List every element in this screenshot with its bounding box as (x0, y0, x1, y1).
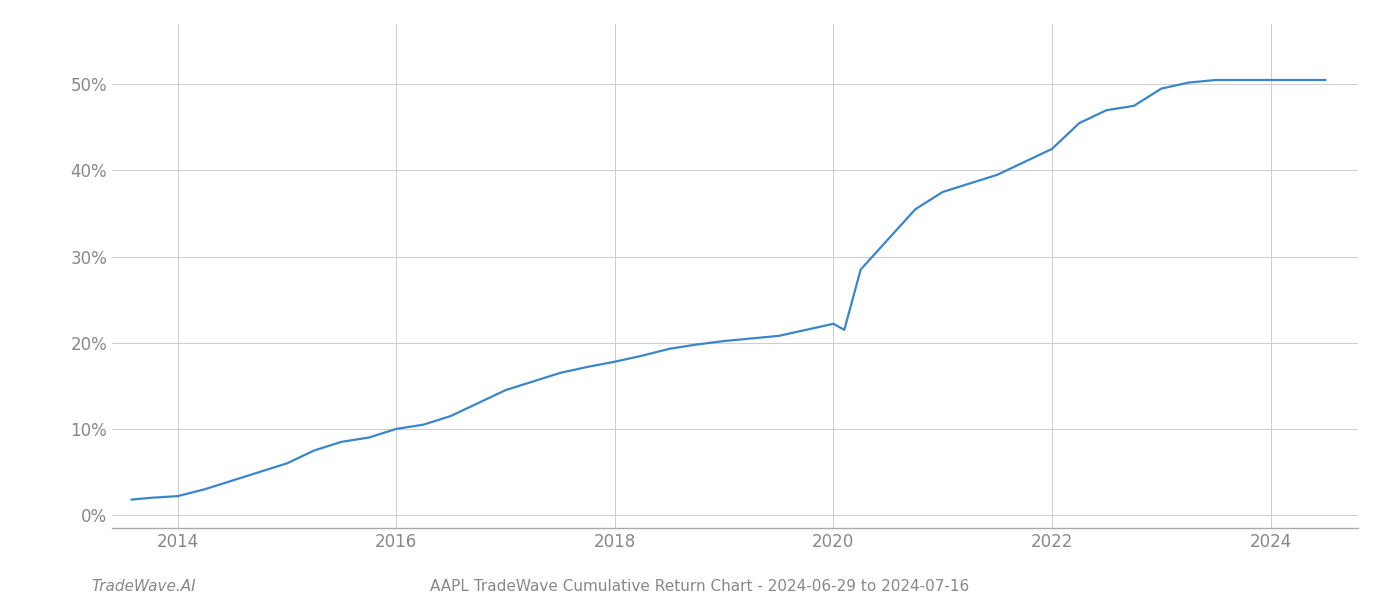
Text: TradeWave.AI: TradeWave.AI (91, 579, 196, 594)
Text: AAPL TradeWave Cumulative Return Chart - 2024-06-29 to 2024-07-16: AAPL TradeWave Cumulative Return Chart -… (430, 579, 970, 594)
